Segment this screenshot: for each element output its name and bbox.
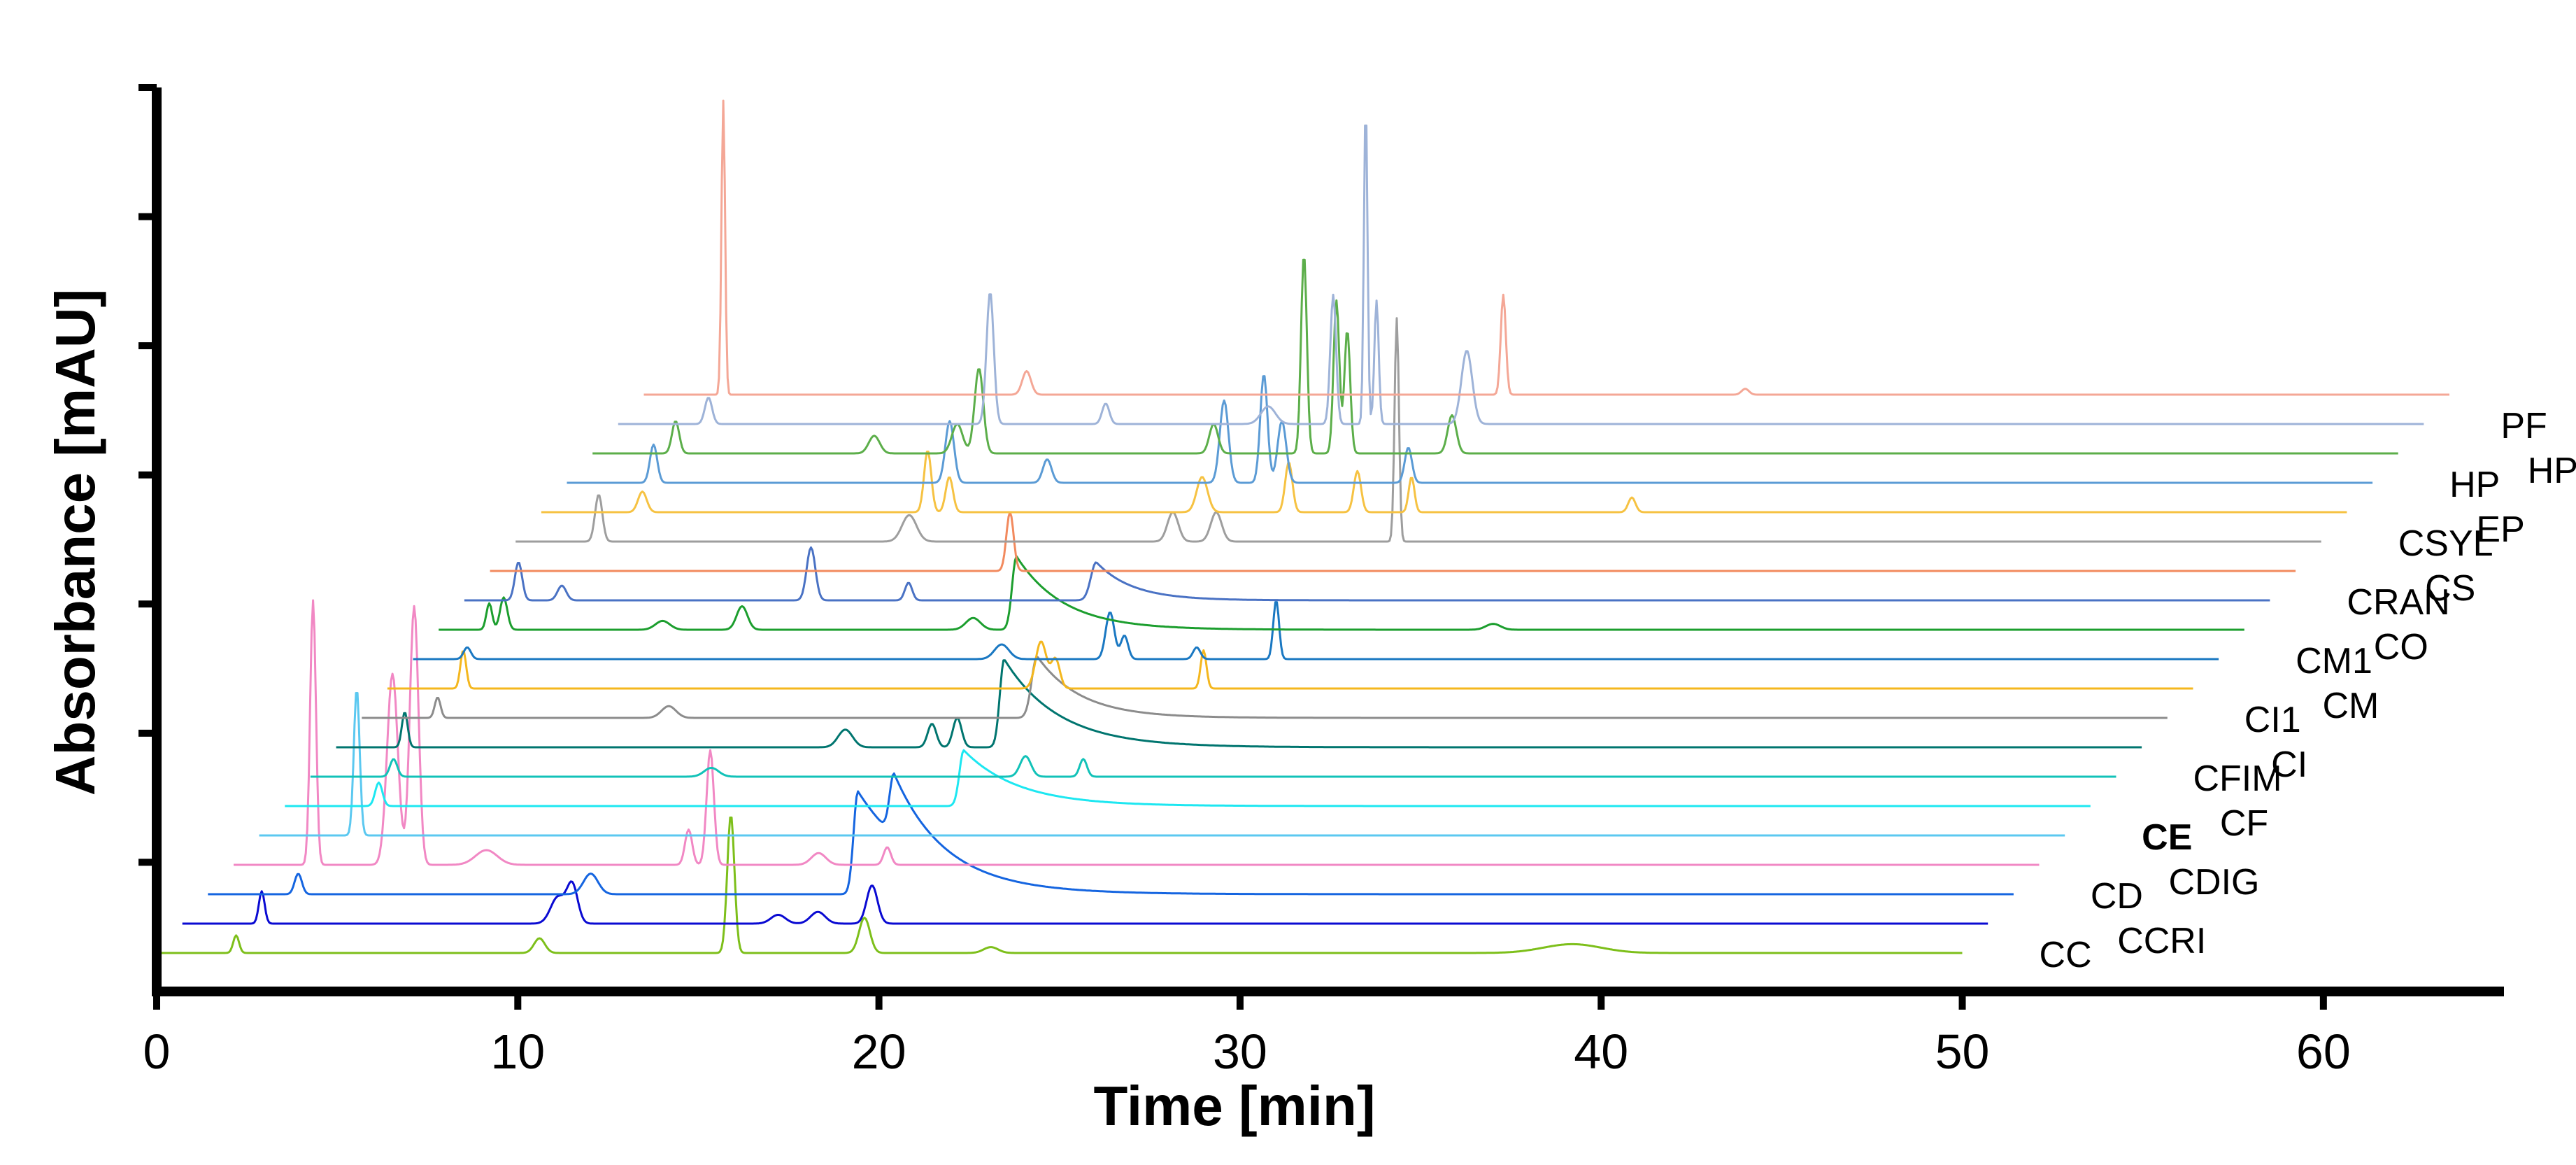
trace-ccri <box>182 880 1988 925</box>
trace-cm1 <box>413 601 2219 661</box>
trace-label-hp1: HP1 <box>2528 451 2576 491</box>
x-tick-label: 60 <box>2296 1024 2351 1079</box>
trace-label-cm: CM <box>2322 686 2379 726</box>
trace-cran <box>464 546 2270 602</box>
x-tick-label: 20 <box>852 1024 906 1079</box>
trace-label-ccri: CCRI <box>2117 921 2206 961</box>
x-tick-group: 0 10 20 30 40 50 60 <box>143 991 2351 1079</box>
trace-label-cdig: CDIG <box>2169 862 2260 903</box>
trace-cfim <box>310 755 2116 778</box>
trace-label-co: CO <box>2374 627 2428 668</box>
trace-label-hp: HP <box>2449 465 2500 505</box>
trace-label-cf: CF <box>2220 803 2268 844</box>
trace-label-pf: PF <box>2500 406 2547 446</box>
trace-label-csyl: CSYL <box>2398 523 2493 564</box>
trace-label-cs: CS <box>2425 568 2475 609</box>
trace-ci1 <box>362 656 2168 719</box>
trace-hp1 <box>592 258 2398 455</box>
trace-ci <box>336 659 2142 749</box>
x-tick-label: 0 <box>143 1024 171 1079</box>
x-tick-label: 50 <box>1935 1024 1990 1079</box>
trace-csyl <box>515 317 2321 543</box>
trace-label-cran: CRAN <box>2347 582 2449 623</box>
x-tick-label: 40 <box>1574 1024 1628 1079</box>
trace-label-ci: CI <box>2271 744 2307 785</box>
trace-label-ce: CE <box>2142 817 2192 858</box>
trace-label-cfim: CFIM <box>2193 758 2282 799</box>
trace-hp <box>567 375 2373 484</box>
trace-label-cd: CD <box>2091 876 2143 917</box>
trace-cdig <box>234 599 2040 866</box>
trace-label-ci1: CI1 <box>2244 700 2301 740</box>
trace-cm <box>387 640 2193 690</box>
trace-ep <box>541 451 2347 514</box>
trace-cc <box>157 817 1963 954</box>
trace-group <box>157 99 2449 954</box>
trace-label-ep: EP <box>2476 509 2524 550</box>
trace-cd <box>208 772 2014 896</box>
x-tick-label: 30 <box>1213 1024 1267 1079</box>
x-axis-title: Time [min] <box>1093 1075 1375 1137</box>
trace-label-cm1: CM1 <box>2296 641 2372 682</box>
trace-label-cc: CC <box>2040 935 2092 975</box>
trace-co <box>439 555 2244 631</box>
x-tick-label: 10 <box>490 1024 545 1079</box>
trace-cf <box>285 749 2091 807</box>
y-tick-group <box>138 84 157 866</box>
y-axis-title: Absorbance [mAU] <box>44 289 106 796</box>
trace-xp <box>643 99 2449 396</box>
trace-pf <box>618 125 2424 425</box>
trace-ce <box>259 692 2065 837</box>
trace-cs <box>490 511 2296 572</box>
